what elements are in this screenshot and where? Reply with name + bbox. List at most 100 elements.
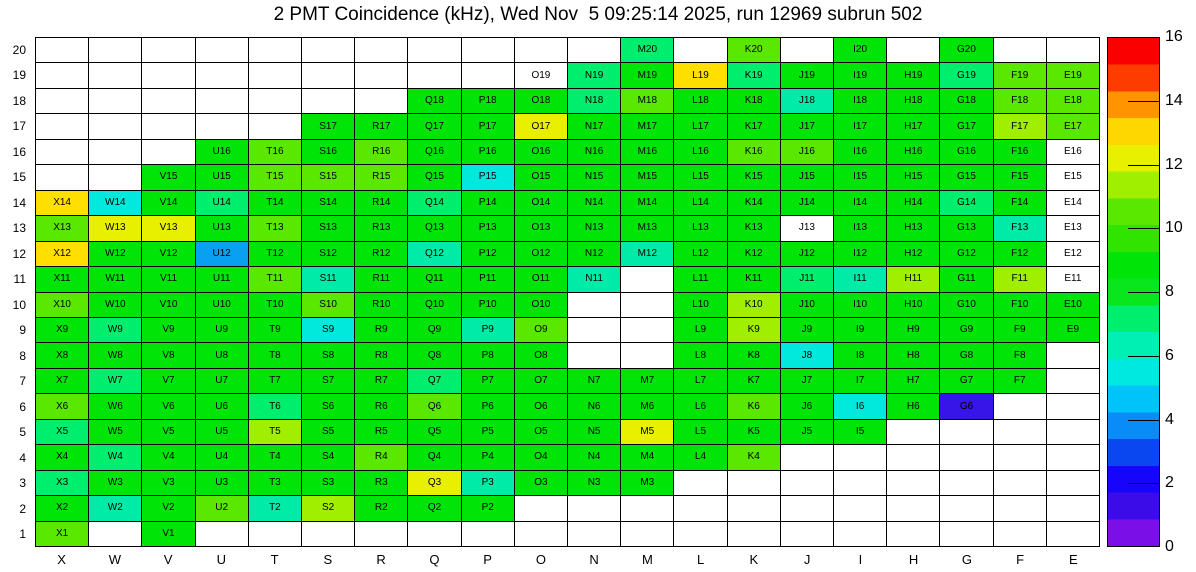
cell-label: M5 <box>640 425 655 437</box>
cell-label: W3 <box>107 476 123 488</box>
cell-label: X14 <box>53 196 71 208</box>
cell-W9: W9 <box>89 317 142 343</box>
cell-W5: W5 <box>89 419 142 445</box>
cell-U12: U12 <box>195 241 248 267</box>
x-axis-label-L: L <box>697 551 705 567</box>
cell-empty <box>993 521 1046 546</box>
cell-T4: T4 <box>248 445 301 470</box>
cell-L10: L10 <box>674 292 727 317</box>
cell-H17: H17 <box>887 114 940 139</box>
cell-M6: M6 <box>621 394 674 419</box>
cell-label: F13 <box>1011 222 1029 234</box>
cell-E13: E13 <box>1046 216 1099 241</box>
cell-label: Q2 <box>427 502 442 514</box>
cell-U4: U4 <box>195 445 248 470</box>
cell-N17: N17 <box>568 114 621 139</box>
cell-label: V10 <box>159 298 178 310</box>
cell-label: V15 <box>159 171 178 183</box>
cell-X5: X5 <box>36 419 89 445</box>
cell-T7: T7 <box>248 368 301 394</box>
cell-label: F7 <box>1013 375 1026 387</box>
cell-E9: E9 <box>1046 317 1099 343</box>
cell-empty <box>834 496 887 521</box>
cell-empty <box>36 88 89 114</box>
cell-P17: P17 <box>461 114 514 139</box>
cell-M13: M13 <box>621 216 674 241</box>
cell-R17: R17 <box>355 114 408 139</box>
cell-label: G16 <box>957 146 976 158</box>
cell-label: S14 <box>319 196 337 208</box>
cell-F12: F12 <box>993 241 1046 267</box>
cell-I16: I16 <box>834 139 887 165</box>
cell-label: N13 <box>584 222 604 234</box>
x-axis-label-G: G <box>961 551 972 567</box>
cell-P11: P11 <box>461 267 514 292</box>
cell-empty <box>1046 445 1099 470</box>
cell-R3: R3 <box>355 470 408 496</box>
cell-N19: N19 <box>568 63 621 88</box>
cell-label: F12 <box>1011 247 1029 259</box>
cell-label: Q4 <box>427 451 442 463</box>
cell-empty <box>142 88 195 114</box>
cell-label: H19 <box>904 69 923 81</box>
cell-label: G10 <box>957 298 976 310</box>
cell-empty <box>408 63 461 88</box>
cell-label: L16 <box>692 146 709 158</box>
cell-V12: V12 <box>142 241 195 267</box>
cell-label: N14 <box>584 196 604 208</box>
cell-label: M19 <box>637 69 658 81</box>
colorbar-label-0: 0 <box>1165 538 1174 555</box>
cell-label: T7 <box>269 375 281 387</box>
cell-empty <box>1046 470 1099 496</box>
cell-E11: E11 <box>1046 267 1099 292</box>
cell-F19: F19 <box>993 63 1046 88</box>
cell-P3: P3 <box>461 470 514 496</box>
cell-label: V4 <box>162 451 175 463</box>
cell-P5: P5 <box>461 419 514 445</box>
cell-H13: H13 <box>887 216 940 241</box>
cell-empty <box>142 63 195 88</box>
x-axis-label-J: J <box>803 551 811 567</box>
cell-empty <box>568 496 621 521</box>
cell-M12: M12 <box>621 241 674 267</box>
cell-label: V9 <box>162 324 175 336</box>
cell-N12: N12 <box>568 241 621 267</box>
cell-O18: O18 <box>514 88 567 114</box>
cell-N13: N13 <box>568 216 621 241</box>
cell-label: R13 <box>372 222 391 234</box>
cell-empty <box>89 165 142 190</box>
cell-empty <box>355 521 408 546</box>
cell-empty <box>461 38 514 63</box>
cell-label: U3 <box>215 476 229 488</box>
cell-label: J6 <box>801 400 813 412</box>
cell-X14: X14 <box>36 190 89 216</box>
colorbar-tick-8 <box>1128 292 1160 293</box>
cell-label: K15 <box>744 171 763 183</box>
cell-label: F18 <box>1011 95 1029 107</box>
cell-label: M13 <box>637 222 658 234</box>
cell-X10: X10 <box>36 292 89 317</box>
cell-N4: N4 <box>568 445 621 470</box>
cell-M19: M19 <box>621 63 674 88</box>
cell-T9: T9 <box>248 317 301 343</box>
cell-empty <box>302 88 355 114</box>
cell-R5: R5 <box>355 419 408 445</box>
cell-label: I13 <box>853 222 868 234</box>
cell-J14: J14 <box>780 190 833 216</box>
cell-empty <box>621 496 674 521</box>
cell-label: W14 <box>105 196 126 208</box>
cell-F11: F11 <box>993 267 1046 292</box>
cell-label: P14 <box>478 196 497 208</box>
cell-label: T6 <box>269 400 281 412</box>
cell-empty <box>780 38 833 63</box>
cell-L17: L17 <box>674 114 727 139</box>
cell-Q11: Q11 <box>408 267 461 292</box>
cell-label: I6 <box>855 400 865 412</box>
cell-label: G9 <box>959 324 974 336</box>
cell-K8: K8 <box>727 343 780 368</box>
cell-O12: O12 <box>514 241 567 267</box>
cell-label: S3 <box>321 476 335 488</box>
cell-label: P5 <box>481 425 494 437</box>
cell-I14: I14 <box>834 190 887 216</box>
cell-I9: I9 <box>834 317 887 343</box>
